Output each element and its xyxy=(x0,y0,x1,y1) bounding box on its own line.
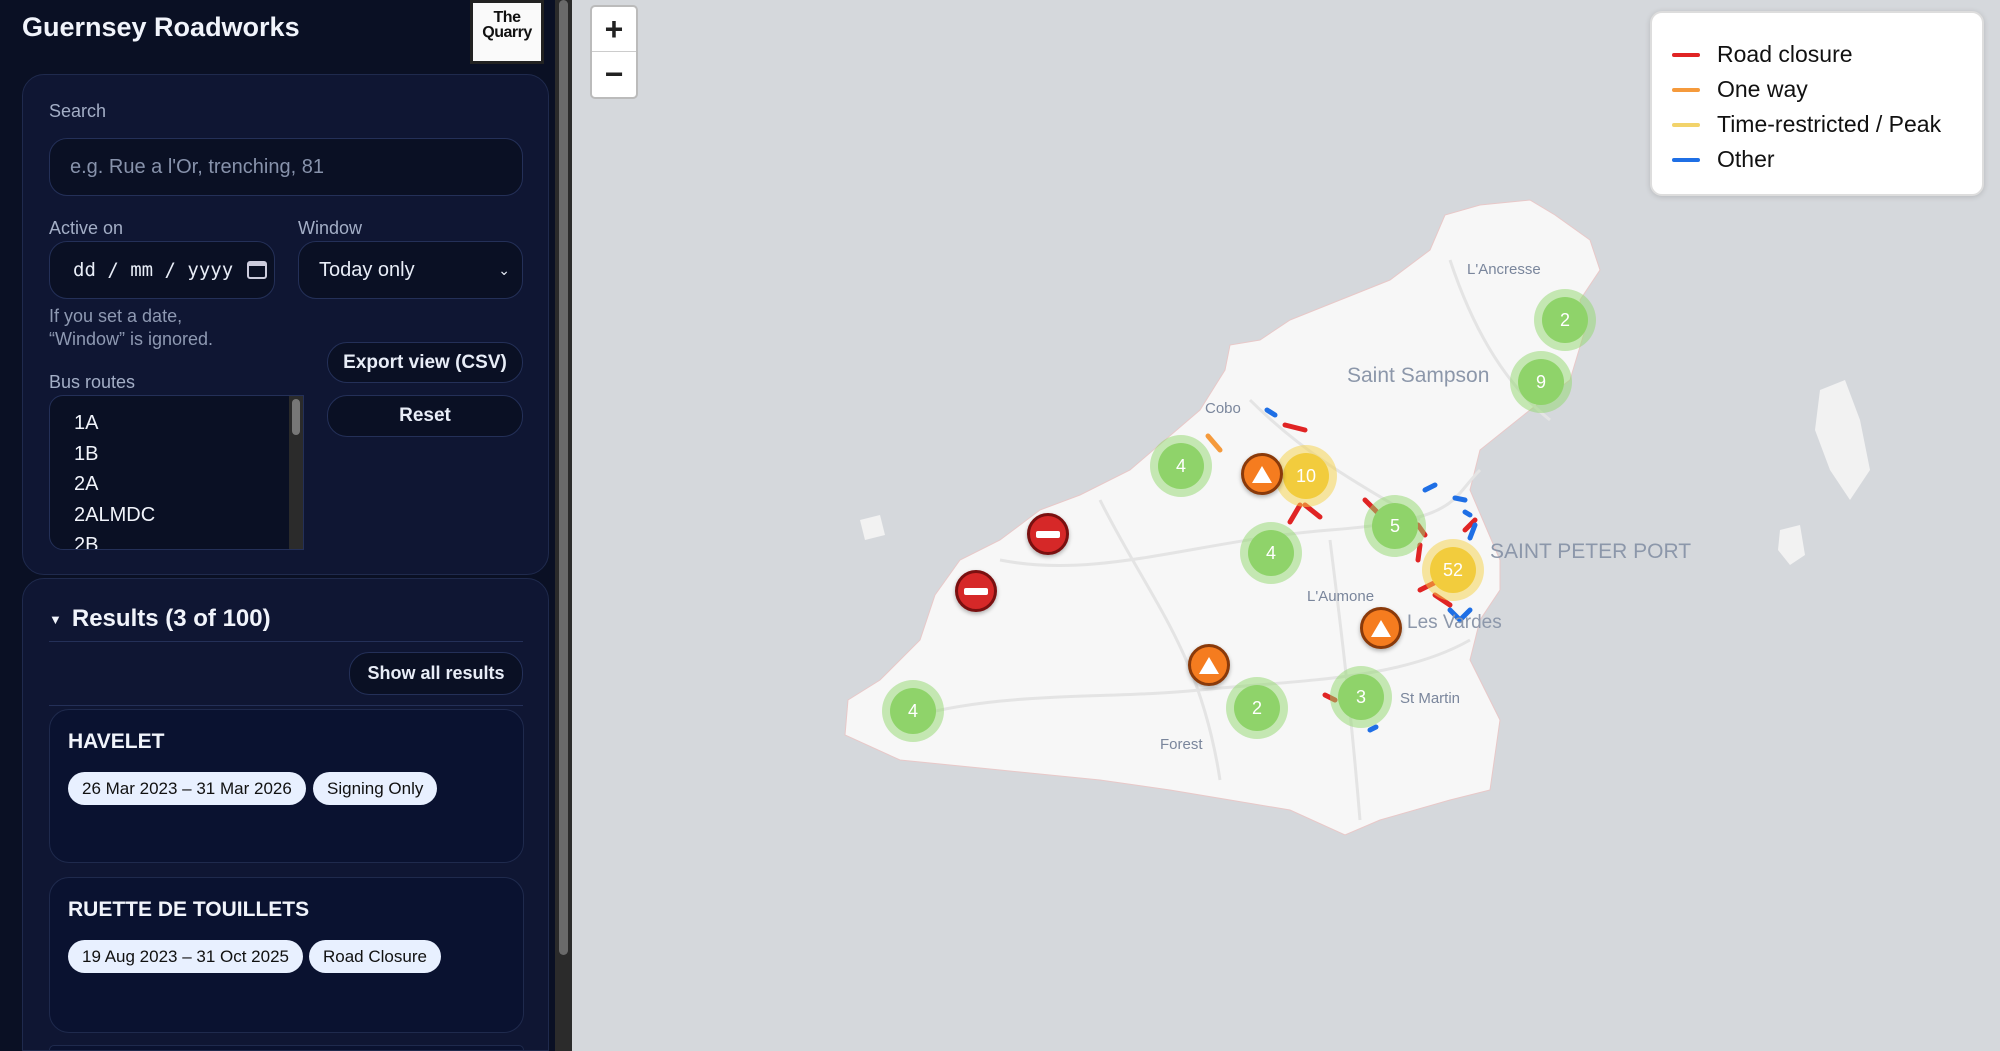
warning-icon xyxy=(1252,465,1272,483)
place-label: L'Aumone xyxy=(1307,588,1375,605)
bus-route-option[interactable]: 2ALMDC xyxy=(74,503,156,526)
map-legend: Road closure One way Time-restricted / P… xyxy=(1650,11,1984,196)
island-basemap xyxy=(844,199,1870,836)
date-input[interactable]: dd / mm / yyyy xyxy=(49,241,275,299)
warning-marker[interactable] xyxy=(1360,607,1402,649)
warning-marker[interactable] xyxy=(1241,453,1283,495)
listbox-scrollbar[interactable] xyxy=(289,396,303,549)
cluster-marker[interactable]: 4 xyxy=(1150,435,1212,497)
divider xyxy=(49,705,523,706)
app-title: Guernsey Roadworks xyxy=(22,12,300,42)
window-select[interactable]: Today only ⌄ xyxy=(298,241,523,299)
date-range-badge: 26 Mar 2023 – 31 Mar 2026 xyxy=(68,772,306,805)
place-label: St Martin xyxy=(1400,690,1461,707)
warning-icon xyxy=(1371,619,1391,637)
export-csv-button[interactable]: Export view (CSV) xyxy=(327,342,523,383)
zoom-in-button[interactable]: + xyxy=(592,7,636,52)
cluster-marker[interactable]: 52 xyxy=(1422,539,1484,601)
result-card[interactable] xyxy=(49,1045,524,1050)
results-toggle[interactable]: ▼ Results (3 of 100) xyxy=(49,605,271,632)
place-label: L'Ancresse xyxy=(1467,261,1541,278)
legend-item: Time-restricted / Peak xyxy=(1672,107,1962,142)
cluster-marker[interactable]: 2 xyxy=(1226,677,1288,739)
filters-panel: Search e.g. Rue a l'Or, trenching, 81 Ac… xyxy=(22,74,549,575)
cluster-marker[interactable]: 3 xyxy=(1330,666,1392,728)
result-card[interactable]: HAVELET 26 Mar 2023 – 31 Mar 2026 Signin… xyxy=(49,709,524,863)
show-all-results-button[interactable]: Show all results xyxy=(349,652,523,695)
reset-button[interactable]: Reset xyxy=(327,395,523,437)
legend-item: Other xyxy=(1672,142,1962,177)
place-label: SAINT PETER PORT xyxy=(1490,540,1692,563)
cluster-marker[interactable]: 4 xyxy=(882,680,944,742)
result-title: HAVELET xyxy=(68,730,165,753)
search-input[interactable]: e.g. Rue a l'Or, trenching, 81 xyxy=(49,138,523,196)
calendar-icon[interactable] xyxy=(247,261,268,279)
type-badge: Signing Only xyxy=(313,772,438,805)
window-help-text: If you set a date, “Window” is ignored. xyxy=(49,306,214,349)
cluster-marker[interactable]: 5 xyxy=(1364,495,1426,557)
bus-route-option[interactable]: 2B xyxy=(74,534,99,550)
sidebar-scrollbar[interactable] xyxy=(555,0,572,1051)
search-label: Search xyxy=(49,101,107,121)
chevron-down-icon: ⌄ xyxy=(498,261,510,278)
place-label: Cobo xyxy=(1205,400,1241,417)
window-label: Window xyxy=(298,218,363,238)
legend-item: Road closure xyxy=(1672,37,1962,72)
results-panel: ▼ Results (3 of 100) Show all results HAV… xyxy=(22,578,549,1051)
bus-route-option[interactable]: 1B xyxy=(74,442,99,465)
bus-routes-listbox[interactable]: 1A 1B 2A 2ALMDC 2B xyxy=(49,395,304,550)
zoom-out-button[interactable]: − xyxy=(604,56,624,92)
warning-icon xyxy=(1199,656,1219,674)
zoom-control: + − xyxy=(590,5,638,99)
divider xyxy=(49,641,523,642)
cluster-marker[interactable]: 9 xyxy=(1510,351,1572,413)
active-on-label: Active on xyxy=(49,218,124,238)
bus-route-option[interactable]: 2A xyxy=(74,473,99,495)
map[interactable]: L'Ancresse Saint Sampson Cobo L'Aumone S… xyxy=(572,0,2000,1051)
logo[interactable]: The Quarry xyxy=(470,0,544,64)
result-card[interactable]: RUETTE DE TOUILLETS 19 Aug 2023 – 31 Oct… xyxy=(49,877,524,1033)
cluster-marker[interactable]: 10 xyxy=(1275,445,1337,507)
bus-route-option[interactable]: 1A xyxy=(74,412,99,434)
date-range-badge: 19 Aug 2023 – 31 Oct 2025 xyxy=(68,940,304,973)
no-entry-icon xyxy=(964,587,988,595)
legend-item: One way xyxy=(1672,72,1962,107)
place-label: Les Vardes xyxy=(1407,612,1502,633)
cluster-marker[interactable]: 4 xyxy=(1240,522,1302,584)
road-closure-marker[interactable] xyxy=(1027,513,1069,555)
result-title: RUETTE DE TOUILLETS xyxy=(68,898,310,921)
bus-routes-label: Bus routes xyxy=(49,372,136,392)
road-closure-marker[interactable] xyxy=(955,570,997,612)
caret-down-icon: ▼ xyxy=(49,611,62,627)
place-label: Saint Sampson xyxy=(1347,364,1490,387)
cluster-marker[interactable]: 2 xyxy=(1534,289,1596,351)
type-badge: Road Closure xyxy=(309,940,441,973)
place-label: Forest xyxy=(1160,736,1203,753)
warning-marker[interactable] xyxy=(1188,644,1230,686)
sidebar: Guernsey Roadworks The Quarry Search e.g.… xyxy=(0,0,555,1051)
no-entry-icon xyxy=(1036,530,1060,538)
